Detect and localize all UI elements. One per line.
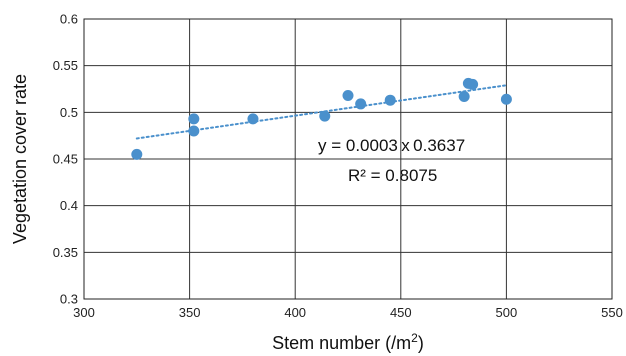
- data-point: [131, 148, 143, 160]
- x-axis-title: Stem number (/m2): [272, 331, 424, 353]
- data-point: [188, 125, 200, 137]
- data-point: [467, 78, 479, 90]
- data-points: [131, 77, 512, 160]
- plot-area-frame: [83, 18, 613, 300]
- y-tick-label: 0.55: [53, 58, 78, 73]
- data-point: [319, 110, 331, 122]
- x-tick-label: 300: [73, 305, 95, 320]
- x-axis-title-end: ): [418, 333, 424, 353]
- y-tick-label: 0.3: [60, 292, 78, 307]
- data-point: [247, 113, 259, 125]
- y-tick-label: 0.5: [60, 105, 78, 120]
- y-tick-label: 0.45: [53, 152, 78, 167]
- r-squared-label: R² = 0.8075: [348, 166, 437, 185]
- x-tick-label: 550: [601, 305, 623, 320]
- data-point: [500, 93, 512, 105]
- x-tick-label: 350: [179, 305, 201, 320]
- data-point: [188, 113, 200, 125]
- data-point: [355, 98, 367, 110]
- y-tick-label: 0.35: [53, 245, 78, 260]
- x-tick-label: 500: [496, 305, 518, 320]
- x-tick-label: 400: [284, 305, 306, 320]
- y-tick-label: 0.4: [60, 198, 78, 213]
- y-tick-label: 0.6: [60, 12, 78, 27]
- data-point: [458, 90, 470, 102]
- x-axis-title-main: Stem number (/m: [272, 333, 411, 353]
- trendline-equation: y = 0.0003 x 0.3637: [318, 136, 465, 155]
- x-axis-title-superscript: 2: [411, 331, 418, 345]
- grid-layer: [83, 18, 613, 300]
- data-point: [342, 90, 354, 102]
- data-point: [384, 94, 396, 106]
- y-axis-title: Vegetation cover rate: [10, 74, 30, 244]
- x-tick-label: 450: [390, 305, 412, 320]
- tick-labels: 300 350 400 450 500 550 0.3 0.35 0.4 0.45 0.5 0.55 0…: [53, 12, 623, 321]
